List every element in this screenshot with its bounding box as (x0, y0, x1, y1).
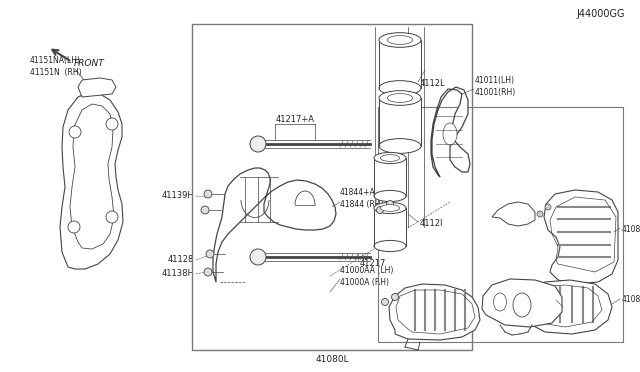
Circle shape (381, 298, 388, 305)
Circle shape (106, 118, 118, 130)
Circle shape (376, 206, 383, 214)
Text: 41138H: 41138H (161, 269, 194, 279)
Polygon shape (70, 104, 114, 249)
Circle shape (69, 126, 81, 138)
Text: 41000K: 41000K (564, 305, 593, 314)
Ellipse shape (387, 94, 413, 102)
Circle shape (387, 201, 394, 208)
Ellipse shape (379, 91, 421, 105)
Bar (378, 107, 623, 342)
Text: 41128: 41128 (168, 256, 194, 264)
Text: 41139H: 41139H (161, 192, 194, 201)
Circle shape (204, 268, 212, 276)
Text: 41000AA (LH): 41000AA (LH) (340, 266, 394, 275)
Ellipse shape (374, 190, 406, 202)
Ellipse shape (513, 293, 531, 317)
Text: 41151NA(LH): 41151NA(LH) (30, 55, 81, 64)
Polygon shape (389, 284, 480, 340)
Ellipse shape (387, 36, 413, 44)
Text: 41844+A(LH): 41844+A(LH) (340, 187, 392, 196)
Text: 41011(LH): 41011(LH) (475, 76, 515, 84)
Circle shape (204, 190, 212, 198)
Ellipse shape (379, 33, 421, 47)
Text: 41151N  (RH): 41151N (RH) (30, 67, 82, 77)
Text: FRONT: FRONT (74, 60, 105, 68)
Ellipse shape (374, 153, 406, 164)
Bar (379, 40, 421, 88)
Circle shape (537, 211, 543, 217)
Text: 41001(RH): 41001(RH) (475, 87, 516, 96)
Polygon shape (492, 202, 535, 226)
Circle shape (106, 211, 118, 223)
Text: 41080K: 41080K (622, 295, 640, 305)
Text: J44000GG: J44000GG (577, 9, 625, 19)
Bar (374, 208, 406, 246)
Text: 41080L: 41080L (315, 356, 349, 365)
Ellipse shape (443, 123, 457, 145)
Polygon shape (522, 280, 612, 334)
Polygon shape (544, 190, 618, 284)
Polygon shape (213, 168, 336, 282)
Ellipse shape (374, 240, 406, 251)
Ellipse shape (380, 205, 399, 211)
Circle shape (250, 136, 266, 152)
Polygon shape (60, 92, 123, 269)
Circle shape (206, 250, 214, 258)
Bar (374, 158, 406, 196)
Ellipse shape (379, 81, 421, 95)
Bar (192, 24, 472, 350)
Polygon shape (482, 279, 562, 327)
Polygon shape (431, 87, 470, 177)
Polygon shape (78, 78, 116, 97)
Ellipse shape (374, 202, 406, 214)
Circle shape (68, 221, 80, 233)
Circle shape (250, 249, 266, 265)
Circle shape (201, 206, 209, 214)
Text: 4112L: 4112L (420, 80, 445, 89)
Text: 4112I: 4112I (420, 219, 444, 228)
Bar (379, 98, 421, 146)
Ellipse shape (493, 293, 506, 311)
Ellipse shape (380, 155, 399, 161)
Ellipse shape (379, 139, 421, 153)
Circle shape (392, 294, 399, 301)
Text: 41217+A: 41217+A (275, 115, 314, 124)
Text: 41000A (RH): 41000A (RH) (340, 278, 389, 286)
Circle shape (545, 204, 551, 210)
Text: 41217: 41217 (360, 260, 387, 269)
Text: 41080K: 41080K (622, 225, 640, 234)
Text: 41844 (RH): 41844 (RH) (340, 199, 383, 208)
